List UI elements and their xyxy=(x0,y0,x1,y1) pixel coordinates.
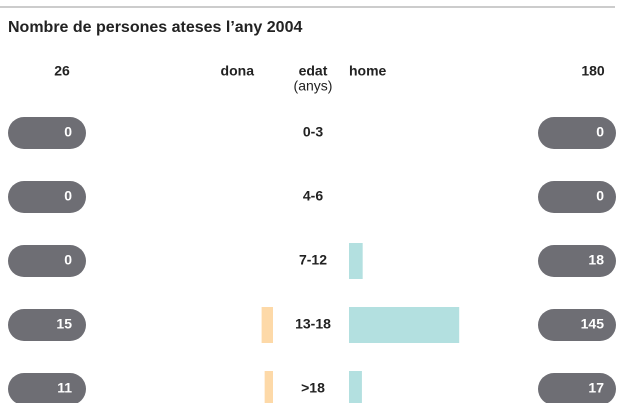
bar xyxy=(349,371,362,403)
value-pill xyxy=(8,181,86,213)
value-label: 0 xyxy=(64,124,72,140)
category-label: 0-3 xyxy=(303,124,323,140)
value-pill xyxy=(538,117,616,149)
bar xyxy=(349,307,460,343)
bar xyxy=(264,371,273,403)
category-label: 4-6 xyxy=(303,188,323,204)
category-label: 13-18 xyxy=(295,316,331,332)
left-total: 26 xyxy=(54,63,70,79)
bar xyxy=(349,243,363,279)
value-pill xyxy=(538,181,616,213)
value-label: 145 xyxy=(581,316,605,332)
value-label: 0 xyxy=(64,252,72,268)
right-total: 180 xyxy=(581,63,605,79)
value-pill xyxy=(538,245,616,277)
value-pill xyxy=(8,245,86,277)
center-subheader: (anys) xyxy=(294,78,333,94)
value-label: 0 xyxy=(596,124,604,140)
value-label: 11 xyxy=(57,380,72,396)
value-label: 0 xyxy=(64,188,72,204)
chart-title: Nombre de persones ateses l’any 2004 xyxy=(8,19,302,36)
right-header: home xyxy=(349,63,387,79)
left-header: dona xyxy=(221,63,255,79)
value-pill xyxy=(8,373,86,403)
value-label: 0 xyxy=(596,188,604,204)
value-pill xyxy=(538,373,616,403)
center-header: edat xyxy=(299,63,328,79)
category-label: >18 xyxy=(301,380,325,396)
value-label: 18 xyxy=(588,252,604,268)
value-label: 17 xyxy=(588,380,604,396)
value-pill xyxy=(8,309,86,341)
value-label: 15 xyxy=(56,316,72,332)
value-pill xyxy=(538,309,616,341)
category-label: 7-12 xyxy=(299,252,327,268)
bar xyxy=(261,307,273,343)
value-pill xyxy=(8,117,86,149)
